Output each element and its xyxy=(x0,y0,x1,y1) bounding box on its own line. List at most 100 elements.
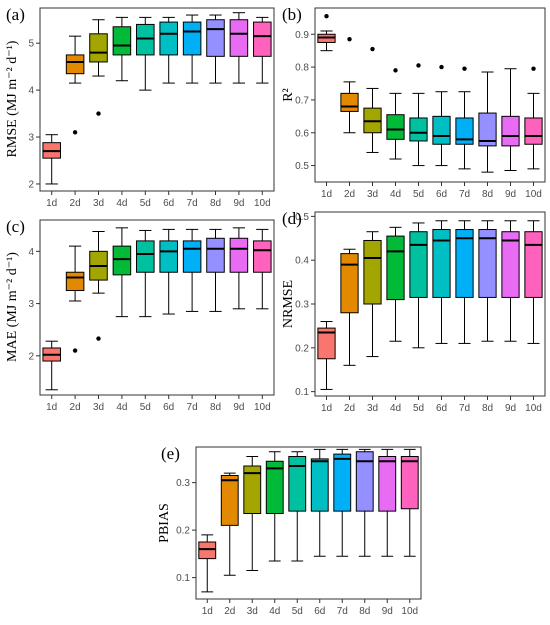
iqr-box xyxy=(340,92,359,112)
x-tick-label: 9d xyxy=(505,189,516,200)
box-4d xyxy=(112,227,132,318)
box-2d xyxy=(340,248,359,366)
panel-c: 2 3 4 1d 2d 3d 4d 5d 6d 7d 8d 9d 10d MAE (MJ m⁻² d⁻¹)… xyxy=(5,217,275,413)
iqr-box xyxy=(288,456,307,512)
x-tick-label: 7d xyxy=(459,403,470,414)
iqr-box xyxy=(65,271,85,292)
x-tick-label: 3d xyxy=(367,403,378,414)
box-8d xyxy=(206,14,225,84)
iqr-box xyxy=(89,33,108,63)
y-tick-label: 0.2 xyxy=(295,343,309,354)
outlier-point xyxy=(324,14,329,19)
x-tick-label: 9d xyxy=(382,606,393,617)
box-6d xyxy=(432,220,451,344)
outlier-point xyxy=(393,68,398,73)
x-tick-label: 5d xyxy=(140,198,151,209)
x-tick-label: 10d xyxy=(401,606,418,617)
box-9d xyxy=(229,12,249,84)
iqr-box xyxy=(524,117,543,145)
box-6d xyxy=(310,448,329,557)
y-tick-label: 0.5 xyxy=(295,212,309,223)
panel-label: (a) xyxy=(6,5,25,24)
iqr-box xyxy=(253,240,272,273)
x-tick-label: 1d xyxy=(321,403,332,414)
iqr-box xyxy=(386,114,405,140)
box-4d xyxy=(112,16,132,82)
y-tick-label: 0.1 xyxy=(176,573,190,584)
iqr-box xyxy=(333,453,352,512)
x-tick-label: 1d xyxy=(46,402,57,413)
box-1d xyxy=(42,134,61,185)
outlier-point xyxy=(416,63,421,68)
box-5d xyxy=(409,63,428,167)
y-tick-label: 0.3 xyxy=(295,300,309,311)
box-3d xyxy=(363,231,382,358)
x-tick-label: 1d xyxy=(321,189,332,200)
x-tick-label: 6d xyxy=(436,403,447,414)
iqr-box xyxy=(455,117,474,145)
x-tick-label: 7d xyxy=(459,189,470,200)
x-tick-label: 6d xyxy=(314,606,325,617)
box-5d xyxy=(288,451,307,562)
box-2d xyxy=(220,472,239,576)
iqr-box xyxy=(478,229,497,298)
y-axis-label: R² xyxy=(281,88,296,102)
y-tick-label: 0.4 xyxy=(295,256,309,267)
x-tick-label: 2d xyxy=(70,402,81,413)
iqr-box xyxy=(386,235,405,301)
box-8d xyxy=(355,448,374,557)
iqr-box xyxy=(363,239,382,305)
iqr-box xyxy=(501,231,520,298)
panel-label: (c) xyxy=(6,217,25,236)
box-9d xyxy=(501,220,520,342)
box-3d xyxy=(363,46,382,153)
panel-label: (b) xyxy=(282,5,302,24)
box-7d xyxy=(455,220,474,344)
iqr-box xyxy=(253,21,272,57)
y-tick-label: 4 xyxy=(28,247,34,258)
panel-label: (e) xyxy=(161,444,180,463)
x-tick-label: 3d xyxy=(93,198,104,209)
y-tick-label: 0.7 xyxy=(295,95,309,106)
y-tick-label: 3 xyxy=(28,133,34,144)
iqr-box xyxy=(112,26,132,56)
x-tick-label: 10d xyxy=(254,198,271,209)
iqr-box xyxy=(455,229,474,298)
y-tick-label: 0.1 xyxy=(295,387,309,398)
y-axis-label: MAE (MJ m⁻² d⁻¹) xyxy=(5,252,20,362)
x-tick-label: 10d xyxy=(525,189,542,200)
x-tick-label: 2d xyxy=(224,606,235,617)
box-10d xyxy=(253,16,272,84)
x-tick-label: 3d xyxy=(93,402,104,413)
box-3d xyxy=(243,456,262,571)
box-7d xyxy=(182,228,202,312)
box-4d xyxy=(265,451,284,562)
iqr-box xyxy=(340,253,359,314)
outlier-point xyxy=(531,66,536,71)
box-9d xyxy=(378,448,397,557)
iqr-box xyxy=(409,117,428,142)
x-tick-label: 4d xyxy=(390,189,401,200)
box-7d xyxy=(455,66,474,170)
box-10d xyxy=(524,220,543,344)
x-tick-label: 8d xyxy=(482,189,493,200)
outlier-point xyxy=(370,46,375,52)
outlier-point xyxy=(72,348,78,353)
x-tick-label: 2d xyxy=(344,403,355,414)
x-tick-label: 5d xyxy=(292,606,303,617)
y-tick-label: 0.3 xyxy=(176,478,190,489)
y-tick-label: 4 xyxy=(28,86,34,97)
x-tick-label: 10d xyxy=(525,403,542,414)
iqr-box xyxy=(182,240,202,273)
x-tick-label: 3d xyxy=(247,606,258,617)
x-tick-label: 10d xyxy=(254,402,271,413)
x-tick-label: 1d xyxy=(46,198,57,209)
x-tick-label: 6d xyxy=(163,198,174,209)
iqr-box xyxy=(229,237,249,273)
iqr-box xyxy=(355,451,374,512)
y-tick-label: 2 xyxy=(28,179,34,190)
iqr-box xyxy=(182,21,202,56)
x-tick-label: 4d xyxy=(116,402,127,413)
box-2d xyxy=(340,36,359,134)
x-tick-label: 9d xyxy=(233,402,244,413)
